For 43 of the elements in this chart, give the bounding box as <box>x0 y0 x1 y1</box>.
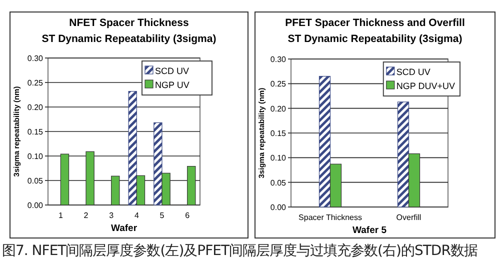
bar <box>318 76 331 208</box>
y-tick-label: 0.25 <box>27 78 44 88</box>
x-tick-label: 4 <box>134 211 140 220</box>
y-tick-label: 0.15 <box>270 129 287 138</box>
x-tick-label: 2 <box>84 211 89 220</box>
x-tick-label: 6 <box>185 211 190 220</box>
bar <box>397 102 410 208</box>
bar <box>408 153 420 208</box>
bar <box>60 154 70 206</box>
bar <box>154 122 162 206</box>
legend-label: SCD UV <box>155 66 190 76</box>
bar <box>187 166 196 206</box>
caption: 图7. NFET间隔层厚度参数(左)及PFET间隔层厚度与过填充参数(右)的STDR数据 <box>2 242 478 260</box>
y-tick-label: 0.05 <box>27 176 44 186</box>
legend-label: NGP UV <box>155 80 190 90</box>
x-tick-label: Overfill <box>396 213 422 222</box>
chart-title: NFET Spacer Thickness ST Dynamic Repeatability (3sigma) <box>42 17 216 45</box>
y-tick-label: 0.00 <box>270 203 287 212</box>
x-tick-label: 5 <box>160 211 165 220</box>
bar <box>111 176 120 206</box>
y-tick-label: 0.30 <box>27 54 44 63</box>
y-tick-label: 0.20 <box>270 104 287 114</box>
x-axis-title: Wafer 5 <box>352 225 388 236</box>
y-tick-label: 0.10 <box>27 152 44 161</box>
x-tick-label: 1 <box>58 211 64 220</box>
y-tick-label: 0.15 <box>27 128 44 136</box>
chart-title: PFET Spacer Thickness and Overfill ST Dynamic Repeatability (3sigma) <box>285 17 465 45</box>
bar <box>162 172 170 206</box>
bar <box>136 175 146 206</box>
x-tick-label: Spacer Thickness <box>298 213 362 222</box>
x-axis-title: Wafer <box>110 223 138 234</box>
legend-label: SCD UV <box>396 67 430 77</box>
bar <box>128 91 137 206</box>
y-tick-label: 0.25 <box>270 80 287 89</box>
y-tick-label: 0.10 <box>270 154 287 163</box>
bar <box>330 164 342 208</box>
y-tick-label: 0.00 <box>27 201 44 210</box>
y-tick-label: 0.20 <box>27 103 44 112</box>
legend-label: NGP DUV+UV <box>396 81 455 91</box>
y-tick-label: 0.05 <box>270 178 287 188</box>
bar <box>86 151 94 206</box>
x-tick-label: 3 <box>109 211 114 220</box>
y-tick-label: 0.30 <box>270 55 287 64</box>
